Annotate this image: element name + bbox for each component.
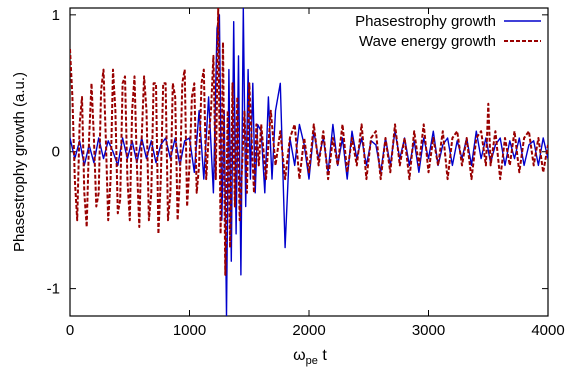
- x-axis-label-subscript: pe: [306, 355, 318, 367]
- y-tick-label: -1: [47, 281, 60, 298]
- series-line-2: [70, 8, 548, 276]
- x-axis-label: ωpe t: [293, 347, 327, 367]
- x-tick-label: 4000: [531, 322, 564, 339]
- x-axis-label-main: ω: [293, 347, 306, 364]
- x-tick-label: 1000: [173, 322, 206, 339]
- series-layer: [70, 8, 548, 316]
- legend: Phasestrophy growth Wave energy growth: [355, 13, 541, 50]
- x-tick-label: 0: [66, 322, 74, 339]
- axes: 0 1000 2000 3000 4000 -1 0 1: [47, 7, 565, 339]
- y-tick-label: 0: [52, 144, 60, 161]
- x-tick-label: 3000: [412, 322, 445, 339]
- legend-label-2: Wave energy growth: [359, 33, 496, 50]
- y-tick-label: 1: [52, 7, 60, 24]
- x-axis-label-tail: t: [318, 347, 327, 364]
- y-axis-label: Phasestrophy growth (a.u.): [11, 72, 28, 252]
- legend-label-1: Phasestrophy growth: [355, 13, 496, 30]
- x-tick-label: 2000: [292, 322, 325, 339]
